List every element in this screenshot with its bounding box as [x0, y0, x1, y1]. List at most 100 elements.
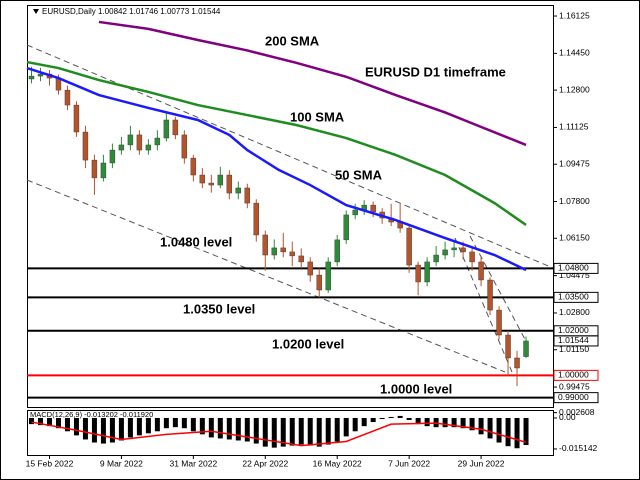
- price-frame: [27, 5, 554, 408]
- y-tick-label: 1.12800: [559, 84, 590, 94]
- candle-body: [496, 309, 502, 336]
- candle-body: [181, 134, 188, 159]
- x-tick-label: 7 Jun 2022: [388, 458, 430, 468]
- candle-body: [442, 249, 448, 256]
- level-price: 1.00000: [558, 370, 589, 380]
- macd-bar: [91, 417, 97, 443]
- macd-bar: [388, 416, 394, 418]
- trendline: [454, 237, 513, 373]
- x-tick-label: 29 Jun 2022: [458, 458, 505, 468]
- y-tick-label: 1.09475: [559, 158, 590, 168]
- macd-bar: [460, 417, 466, 429]
- candle-body: [244, 187, 250, 204]
- macd-bar: [127, 417, 133, 438]
- candle-body: [352, 209, 358, 216]
- macd-bar: [523, 417, 529, 445]
- trendline: [469, 235, 529, 346]
- candle-body: [109, 149, 116, 164]
- macd-bar: [226, 417, 232, 440]
- annotation: EURUSD D1 timeframe: [365, 64, 506, 79]
- sma-line: [26, 60, 527, 226]
- sma-label: 200 SMA: [265, 33, 320, 48]
- macd-bar: [370, 417, 376, 423]
- level-price: 1.04800: [558, 263, 589, 273]
- macd-bar: [307, 417, 313, 446]
- x-tick-label: 15 Feb 2022: [26, 458, 74, 468]
- macd-bar: [100, 417, 106, 444]
- macd-bar: [181, 417, 187, 429]
- candle-body: [298, 255, 304, 263]
- level-box: [553, 262, 599, 274]
- candle-body: [469, 251, 475, 263]
- candle-body: [325, 261, 331, 291]
- macd-title: MACD(12,26,9) -0.013202 -0.011920: [30, 410, 153, 419]
- sma-line: [98, 20, 527, 147]
- macd-bar: [361, 417, 367, 427]
- candle-body: [262, 234, 268, 256]
- candle-body: [91, 159, 98, 179]
- candle-body: [424, 261, 430, 283]
- macd-bar: [109, 417, 115, 443]
- macd-bar: [469, 417, 475, 431]
- candle-body: [334, 239, 340, 263]
- macd-bar: [280, 417, 286, 447]
- title-icon: [33, 9, 39, 14]
- x-tick-label: 31 Mar 2022: [169, 458, 217, 468]
- macd-bar: [82, 417, 88, 440]
- candle-body: [406, 227, 412, 266]
- macd-bar: [28, 417, 34, 425]
- macd-bar: [217, 417, 223, 439]
- candle-body: [163, 119, 170, 139]
- candle-body: [433, 254, 439, 263]
- y-tick-label: 1.07800: [559, 196, 590, 206]
- macd-bar: [73, 417, 79, 436]
- macd-bar: [163, 417, 169, 429]
- candle-body: [478, 261, 484, 281]
- y-tick-label: -0.015142: [559, 443, 598, 453]
- sma-label: 50 SMA: [335, 167, 383, 182]
- candle-body: [514, 357, 520, 369]
- macd-bar: [514, 417, 520, 449]
- macd-bar: [496, 417, 502, 443]
- candle-body: [316, 274, 322, 291]
- candle-body: [523, 340, 529, 357]
- y-tick-label: 1.02800: [559, 307, 590, 317]
- macd-bar: [478, 417, 484, 435]
- y-tick-label: 1.01150: [559, 344, 589, 354]
- macd-bar: [64, 417, 70, 432]
- candle-body: [289, 251, 295, 257]
- trendlines: [26, 44, 554, 373]
- candle-body: [451, 247, 457, 251]
- level-price: 1.03500: [558, 292, 589, 302]
- y-tick-label: 0.00: [559, 412, 576, 422]
- candle-body: [37, 73, 44, 77]
- macd-bar: [343, 417, 349, 437]
- macd-bar: [406, 417, 412, 421]
- candle-body: [208, 182, 215, 186]
- macd-bar: [136, 417, 142, 436]
- macd-bar: [253, 417, 259, 444]
- candle-body: [172, 119, 179, 136]
- macd-bar: [289, 417, 295, 446]
- candle-body: [487, 279, 493, 311]
- candle-body: [271, 247, 277, 256]
- candle-body: [199, 174, 206, 184]
- macd-bar: [271, 417, 277, 448]
- level-box: [553, 291, 599, 303]
- macd-bar: [145, 417, 151, 434]
- level-price: 0.99000: [558, 392, 589, 402]
- macd-bar: [397, 415, 403, 418]
- macd-bar: [235, 417, 241, 441]
- macd-bar: [352, 417, 358, 432]
- candle-body: [460, 247, 466, 253]
- macd-frame: [27, 410, 554, 456]
- candle-body: [28, 75, 35, 80]
- last-price: 1.01544: [558, 335, 589, 345]
- candle-body: [307, 261, 313, 276]
- candle-body: [100, 162, 107, 179]
- signal-line: [31, 421, 527, 447]
- candle-body: [280, 247, 286, 253]
- level-label: 1.0350 level: [183, 301, 255, 316]
